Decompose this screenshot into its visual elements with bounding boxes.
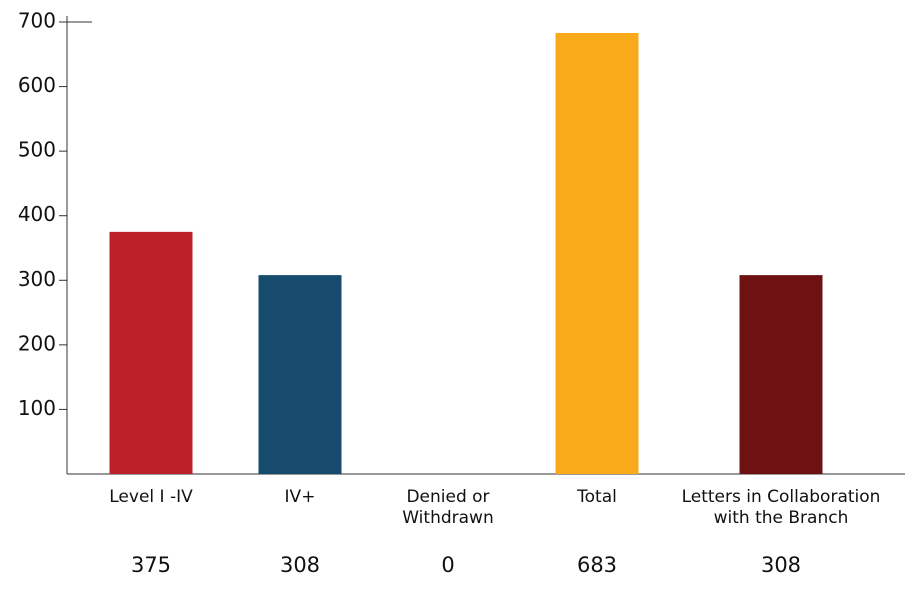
value-label: 308 [280,553,320,577]
bar [739,275,823,474]
y-tick-label: 300 [18,267,56,291]
x-tick-label-line: Withdrawn [402,508,493,528]
value-label: 375 [131,553,171,577]
x-tick-label: Letters in Collaboration with the Branch [682,487,881,528]
y-tick-label: 500 [18,138,56,162]
y-tick-label: 400 [18,202,56,226]
x-tick-label-line: Level I -IV [109,487,193,507]
y-tick-label: 700 [18,9,56,33]
value-label: 0 [441,553,454,577]
y-tick-label: 100 [18,396,56,420]
x-tick-label: Total [576,487,617,507]
x-tick-label: IV+ [285,487,316,507]
bar [258,275,342,474]
x-tick-label: Level I -IV [109,487,193,507]
y-tick-label: 600 [18,73,56,97]
value-label: 308 [761,553,801,577]
y-tick-label: 200 [18,331,56,355]
x-tick-label-line: IV+ [285,487,316,507]
x-tick-label-line: Denied or [406,487,489,507]
bar [555,32,639,474]
x-tick-label-line: Letters in Collaboration [682,487,881,507]
x-tick-label-line: with the Branch [714,508,849,528]
value-label: 683 [577,553,617,577]
bar [109,231,193,474]
x-tick-label: Denied or Withdrawn [402,487,493,528]
x-tick-label-line: Total [576,487,617,507]
